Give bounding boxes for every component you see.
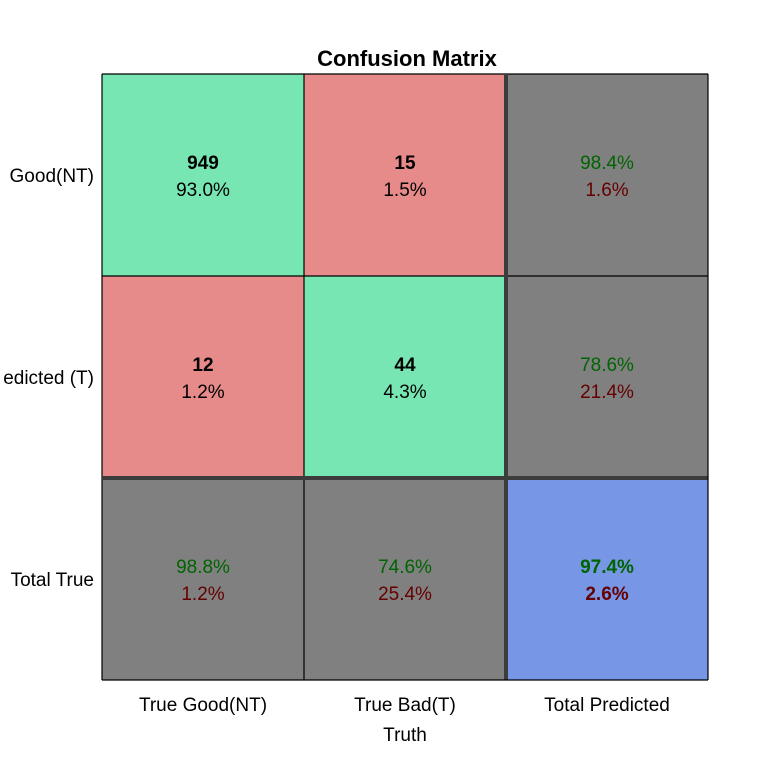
matrix-grid xyxy=(101,73,709,681)
matrix-cell-r2-c2 xyxy=(506,478,708,680)
matrix-cell-r0-c0 xyxy=(102,74,304,276)
summary-correct-r2-c1: 74.6% xyxy=(378,557,432,578)
x-tick-label-1: True Bad(T) xyxy=(354,695,456,716)
x-tick-label-0: True Good(NT) xyxy=(139,695,267,716)
matrix-cell-r1-c0 xyxy=(102,276,304,478)
matrix-cell-r2-c0 xyxy=(102,478,304,680)
cell-percent-r0-c0: 93.0% xyxy=(176,180,230,201)
cell-count-r1-c1: 44 xyxy=(394,355,416,376)
summary-correct-r0-c2: 98.4% xyxy=(580,153,634,174)
x-tick-label-2: Total Predicted xyxy=(544,695,670,716)
matrix-cell-r0-c2 xyxy=(506,74,708,276)
cell-count-r1-c0: 12 xyxy=(192,355,213,376)
matrix-cell-r2-c1 xyxy=(304,478,506,680)
summary-incorrect-r1-c2: 21.4% xyxy=(580,382,634,403)
summary-correct-r2-c2: 97.4% xyxy=(580,557,634,578)
y-tick-label-0: Good(NT) xyxy=(10,166,94,187)
matrix-cell-r0-c1 xyxy=(304,74,506,276)
cell-percent-r1-c1: 4.3% xyxy=(383,382,426,403)
summary-correct-r1-c2: 78.6% xyxy=(580,355,634,376)
summary-incorrect-r2-c2: 2.6% xyxy=(585,584,628,605)
y-tick-label-1: edicted (T) xyxy=(3,368,94,389)
matrix-cells: 949 93.0% 15 1.5% 98.4% 1.6% 12 1.2% 44 4.3% 78.6%… xyxy=(102,74,708,680)
matrix-cell-r1-c1 xyxy=(304,276,506,478)
cell-percent-r0-c1: 1.5% xyxy=(383,180,426,201)
axis-labels: True Good(NT) True Bad(T) Total Predicted G… xyxy=(3,166,670,716)
cell-count-r0-c1: 15 xyxy=(394,153,416,174)
summary-incorrect-r0-c2: 1.6% xyxy=(585,180,628,201)
y-tick-label-2: Total True xyxy=(11,570,94,591)
chart-title: Confusion Matrix xyxy=(317,46,497,71)
summary-incorrect-r2-c0: 1.2% xyxy=(181,584,224,605)
summary-correct-r2-c0: 98.8% xyxy=(176,557,230,578)
cell-count-r0-c0: 949 xyxy=(187,153,219,174)
cell-percent-r1-c0: 1.2% xyxy=(181,382,224,403)
summary-incorrect-r2-c1: 25.4% xyxy=(378,584,432,605)
x-axis-label: Truth xyxy=(383,725,427,746)
matrix-cell-r1-c2 xyxy=(506,276,708,478)
